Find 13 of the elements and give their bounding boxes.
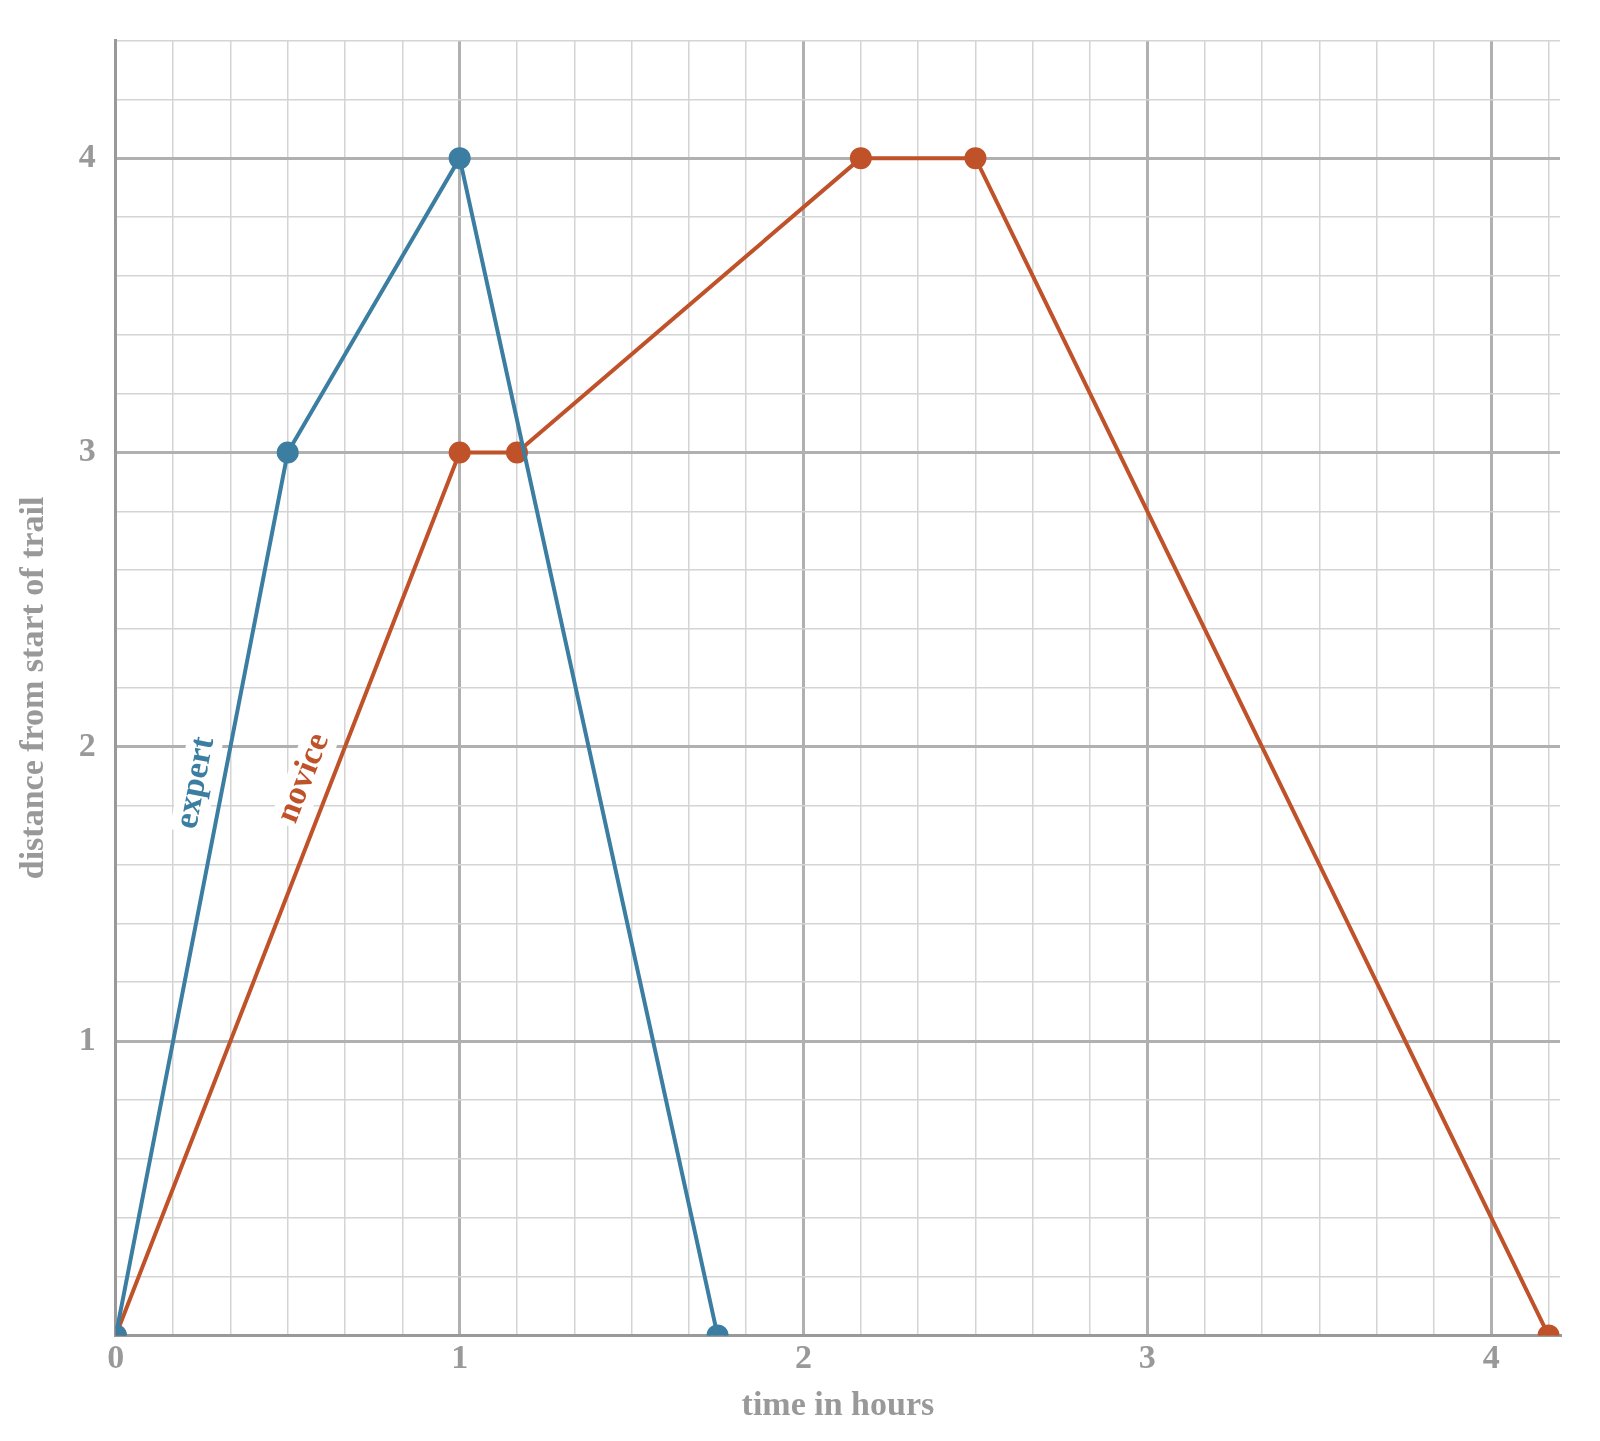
y-tick-label: 2 <box>78 725 96 763</box>
text: expert <box>166 732 221 832</box>
x-tick-label: 1 <box>451 1337 469 1375</box>
y-tick-label: 1 <box>78 1019 96 1057</box>
y-tick-label: 4 <box>78 136 96 174</box>
y-axis-title: distance from start of trail <box>13 496 51 880</box>
x-tick-label: 3 <box>1138 1337 1156 1375</box>
x-tick-label: 2 <box>795 1337 813 1375</box>
y-tick-label: 3 <box>78 431 96 469</box>
x-tick-label: 4 <box>1482 1337 1500 1375</box>
text: novice <box>267 727 336 827</box>
x-axis-title: time in hours <box>741 1385 935 1423</box>
x-tick-label: 0 <box>107 1337 125 1375</box>
